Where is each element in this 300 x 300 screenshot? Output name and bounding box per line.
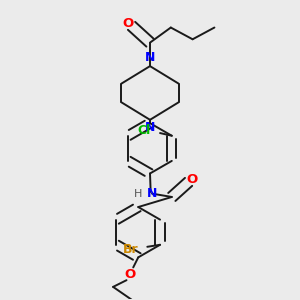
Text: O: O [122, 17, 133, 30]
Text: O: O [186, 173, 198, 186]
Text: Cl: Cl [137, 124, 151, 136]
Text: N: N [147, 187, 157, 200]
Text: H: H [134, 189, 142, 199]
Text: Br: Br [123, 243, 138, 256]
Text: N: N [145, 51, 155, 64]
Text: O: O [124, 268, 136, 281]
Text: N: N [145, 122, 155, 134]
